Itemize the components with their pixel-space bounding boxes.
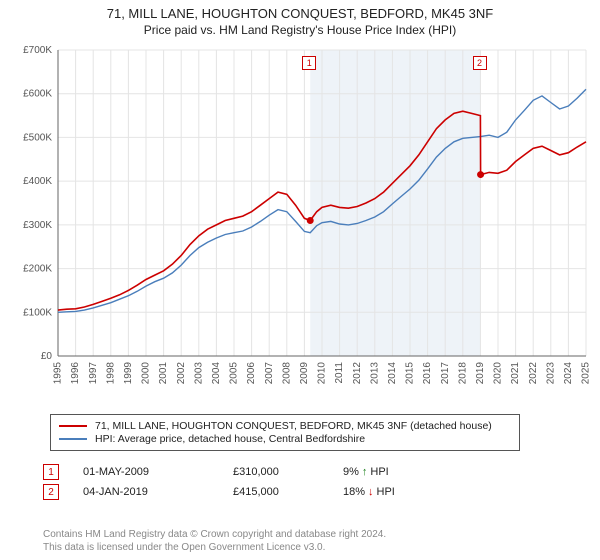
legend-swatch (59, 425, 87, 427)
legend-swatch (59, 438, 87, 440)
chart-subtitle: Price paid vs. HM Land Registry's House … (0, 23, 600, 37)
y-tick-label: £600K (23, 89, 52, 100)
event-dot (477, 171, 484, 178)
x-tick-label: 2008 (281, 362, 292, 385)
x-tick-label: 2011 (334, 362, 345, 384)
x-tick-label: 2014 (387, 362, 398, 385)
y-tick-label: £100K (23, 307, 52, 318)
title-block: 71, MILL LANE, HOUGHTON CONQUEST, BEDFOR… (0, 0, 600, 37)
chart-container: 71, MILL LANE, HOUGHTON CONQUEST, BEDFOR… (0, 0, 600, 560)
legend-row: 71, MILL LANE, HOUGHTON CONQUEST, BEDFOR… (59, 420, 511, 432)
x-tick-label: 1998 (105, 362, 116, 385)
x-tick-label: 2013 (369, 362, 380, 385)
x-tick-label: 2023 (545, 362, 556, 385)
marker-price: £415,000 (233, 486, 343, 498)
x-tick-label: 2024 (563, 362, 574, 385)
x-tick-label: 2022 (528, 362, 539, 385)
footnote-line: Contains HM Land Registry data © Crown c… (43, 528, 386, 541)
marker-price: £310,000 (233, 466, 343, 478)
x-tick-label: 2004 (211, 362, 222, 385)
legend-label: HPI: Average price, detached house, Cent… (95, 433, 365, 445)
y-tick-label: £500K (23, 132, 52, 143)
marker-delta: 18%↓ HPI (343, 486, 395, 498)
event-dot (307, 217, 314, 224)
y-tick-label: £0 (41, 351, 53, 362)
x-tick-label: 2000 (141, 362, 152, 385)
shaded-band (310, 50, 480, 356)
marker-date: 01-MAY-2009 (83, 466, 233, 478)
x-tick-label: 2005 (229, 362, 240, 385)
marker-number-box: 1 (43, 464, 59, 480)
x-tick-label: 1995 (53, 362, 64, 385)
y-tick-label: £300K (23, 220, 52, 231)
x-tick-label: 2009 (299, 362, 310, 385)
x-tick-label: 2007 (264, 362, 275, 385)
arrow-up-icon: ↑ (362, 466, 368, 478)
x-tick-label: 1999 (123, 362, 134, 385)
x-tick-label: 2001 (158, 362, 169, 385)
x-tick-label: 2020 (493, 362, 504, 385)
marker-number-box: 2 (43, 484, 59, 500)
x-tick-label: 2015 (405, 362, 416, 385)
line-chart-svg: 1995 1996 1997 1998 1999 2000 2001 2002 2003 2004… (8, 44, 592, 404)
marker-row: 2 04-JAN-2019£415,00018%↓ HPI (43, 484, 395, 500)
footnote: Contains HM Land Registry data © Crown c… (43, 528, 386, 554)
legend-label: 71, MILL LANE, HOUGHTON CONQUEST, BEDFOR… (95, 420, 492, 432)
x-tick-label: 2003 (193, 362, 204, 385)
chart-title: 71, MILL LANE, HOUGHTON CONQUEST, BEDFOR… (0, 6, 600, 21)
x-tick-label: 2025 (581, 362, 592, 385)
chart-area: 1995 1996 1997 1998 1999 2000 2001 2002 2003 2004… (8, 44, 592, 404)
marker-delta: 9%↑ HPI (343, 466, 389, 478)
marker-date: 04-JAN-2019 (83, 486, 233, 498)
y-tick-label: £700K (23, 45, 52, 56)
x-tick-label: 2002 (176, 362, 187, 385)
x-tick-label: 2006 (246, 362, 257, 385)
legend-row: HPI: Average price, detached house, Cent… (59, 433, 511, 445)
marker-row: 1 01-MAY-2009£310,0009%↑ HPI (43, 464, 395, 480)
x-tick-label: 2017 (440, 362, 451, 385)
footnote-line: This data is licensed under the Open Gov… (43, 541, 386, 554)
x-tick-label: 2010 (317, 362, 328, 385)
x-tick-label: 1997 (88, 362, 99, 385)
legend: 71, MILL LANE, HOUGHTON CONQUEST, BEDFOR… (50, 414, 520, 451)
x-tick-label: 2012 (352, 362, 363, 385)
x-tick-label: 2018 (457, 362, 468, 385)
y-tick-label: £200K (23, 264, 52, 275)
x-tick-label: 1996 (70, 362, 81, 385)
y-tick-label: £400K (23, 176, 52, 187)
event-marker-table: 1 01-MAY-2009£310,0009%↑ HPI 2 04-JAN-2019£… (43, 460, 395, 504)
x-tick-label: 2016 (422, 362, 433, 385)
x-tick-label: 2019 (475, 362, 486, 385)
x-tick-label: 2021 (510, 362, 521, 385)
event-flag: 1 (302, 56, 316, 70)
arrow-down-icon: ↓ (368, 486, 374, 498)
event-flag: 2 (473, 56, 487, 70)
